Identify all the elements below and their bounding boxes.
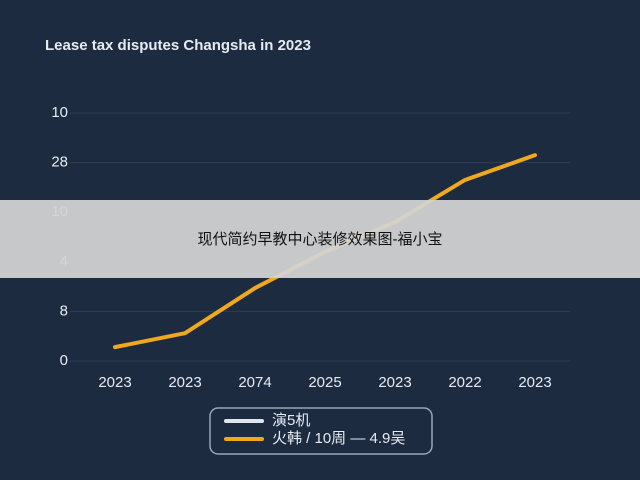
y-tick-label: 10 (51, 104, 68, 121)
x-tick-label: 2023 (98, 374, 131, 391)
legend-label: 演5机 (272, 412, 310, 429)
y-tick-label: 28 (51, 154, 68, 171)
x-tick-label: 2023 (168, 374, 201, 391)
x-tick-label: 2025 (308, 374, 341, 391)
chart-title: Lease tax disputes Changsha in 2023 (45, 37, 311, 54)
y-tick-label: 0 (60, 352, 68, 369)
x-tick-label: 2023 (518, 374, 551, 391)
overlay-text: 现代简约早教中心装修效果图-福小宝 (198, 231, 443, 248)
x-tick-label: 2074 (238, 374, 271, 391)
legend-box (209, 407, 433, 455)
legend-label: 火韩 / 10周 — 4.9吴 (272, 430, 405, 447)
overlay-banner (0, 200, 640, 278)
plot: 0841028102023202320742025202320222023 (51, 104, 570, 391)
y-tick-label: 8 (60, 302, 68, 319)
x-tick-label: 2022 (448, 374, 481, 391)
x-tick-label: 2023 (378, 374, 411, 391)
